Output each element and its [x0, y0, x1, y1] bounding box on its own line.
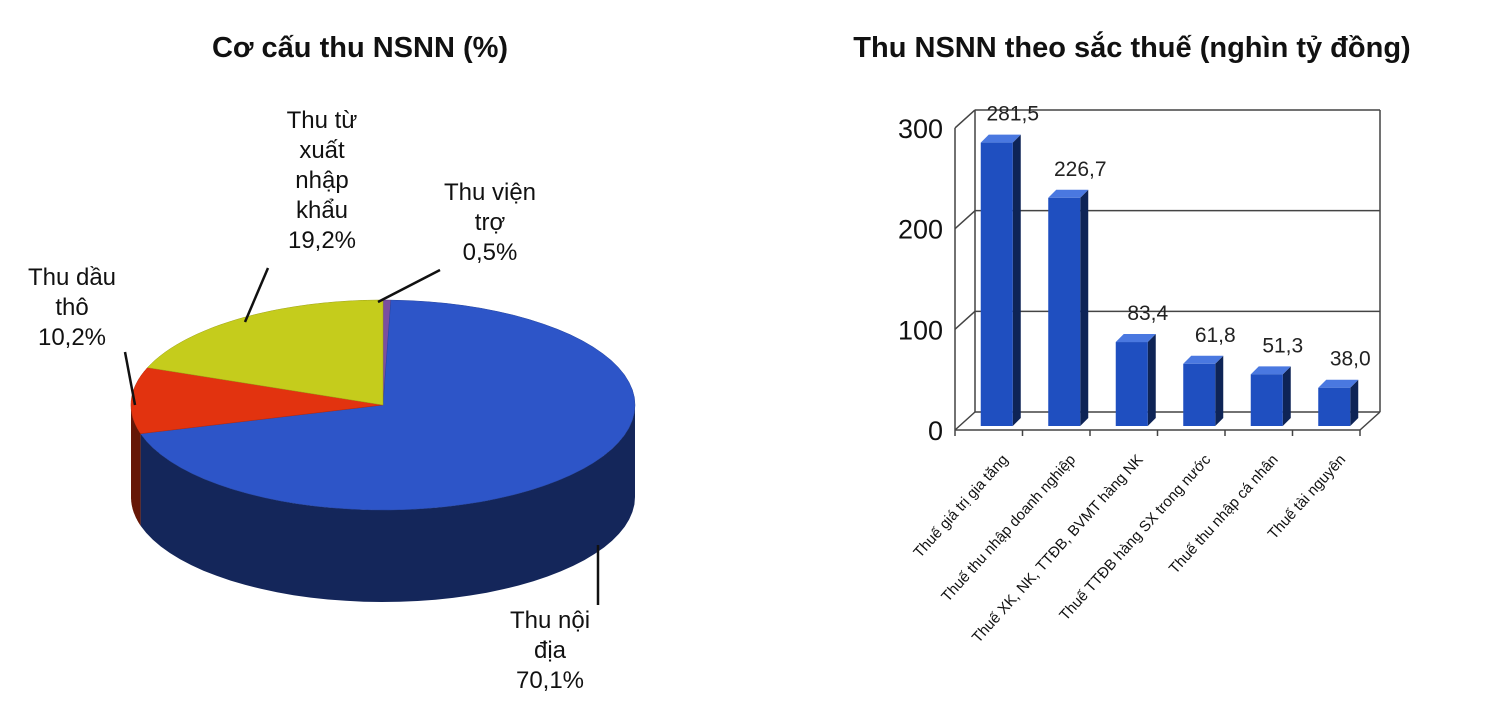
pie-slice-1 — [140, 299, 636, 511]
y-tick-label: 0 — [928, 416, 943, 446]
pie-slice-3 — [146, 299, 384, 406]
pie-side-1 — [140, 405, 635, 602]
bar-value-label-1: 226,7 — [1054, 158, 1107, 181]
bar-value-label-2: 83,4 — [1127, 302, 1168, 325]
bar-title: Thu NSNN theo sắc thuế (nghìn tỷ đồng) — [853, 30, 1410, 64]
pie-label-2: Thu dầu — [28, 264, 116, 291]
pie-chart: Thu viện trợ 0,5% Thu nội địa 70,1% Thu dầu thô… — [28, 107, 636, 694]
pie-label-2: thô — [55, 294, 88, 321]
pie-label-0: 0,5% — [463, 239, 518, 266]
bar-side-0 — [1012, 134, 1021, 426]
gridline-diag — [954, 310, 976, 330]
bar-top-2 — [1115, 334, 1156, 343]
y-tick-label: 200 — [898, 215, 943, 245]
bar-value-label-0: 281,5 — [986, 103, 1039, 126]
pie-label-3: nhập — [295, 167, 348, 194]
bar-1 — [1048, 197, 1081, 426]
pie-title: Cơ cấu thu NSNN (%) — [212, 32, 508, 64]
pie-label-2: 10,2% — [38, 324, 106, 351]
gridline-diag — [954, 109, 976, 129]
bar-value-label-4: 51,3 — [1262, 334, 1303, 357]
bar-0 — [980, 142, 1013, 426]
pie-label-1: Thu nội — [510, 607, 590, 634]
x-category-label-1: Thuế thu nhập doanh nghiệp — [938, 451, 1079, 605]
pie-label-3: khẩu — [296, 197, 348, 224]
bar-top-0 — [980, 134, 1021, 143]
pie-label-3: xuất — [299, 137, 345, 164]
bar-side-3 — [1215, 355, 1224, 426]
pie-label-1: địa — [534, 637, 567, 664]
bar-side-5 — [1350, 379, 1359, 426]
bar-top-4 — [1250, 366, 1291, 375]
pie-label-3: Thu từ — [287, 107, 358, 134]
gridline-diag — [954, 411, 976, 431]
pie-label-0: trợ — [475, 209, 506, 236]
bar-side-4 — [1282, 366, 1291, 426]
bar-2 — [1115, 342, 1148, 426]
bar-5 — [1318, 387, 1351, 426]
bar-value-label-5: 38,0 — [1330, 348, 1371, 371]
bar-top-1 — [1048, 189, 1089, 198]
y-tick-label: 300 — [898, 114, 943, 144]
pie-label-3: 19,2% — [288, 227, 356, 254]
bar-3 — [1183, 363, 1216, 426]
gridline-diag — [954, 210, 976, 230]
y-tick-label: 100 — [898, 315, 943, 345]
bar-4 — [1250, 374, 1283, 426]
pie-slice-2 — [130, 367, 384, 434]
x-category-label-4: Thuế thu nhập cá nhân — [1166, 451, 1282, 577]
bar-side-2 — [1147, 334, 1156, 426]
bar-side-1 — [1080, 189, 1089, 426]
pie-label-1: 70,1% — [516, 667, 584, 694]
floor-edge — [1359, 411, 1381, 431]
bar-value-label-3: 61,8 — [1195, 324, 1236, 347]
leader-line-2 — [123, 351, 137, 406]
bar-top-3 — [1183, 355, 1224, 364]
pie-side-2 — [131, 405, 141, 526]
leader-line-0 — [377, 268, 441, 304]
pie-label-0: Thu viện — [444, 179, 536, 206]
bar-top-5 — [1318, 379, 1359, 388]
leader-line-3 — [243, 267, 270, 323]
